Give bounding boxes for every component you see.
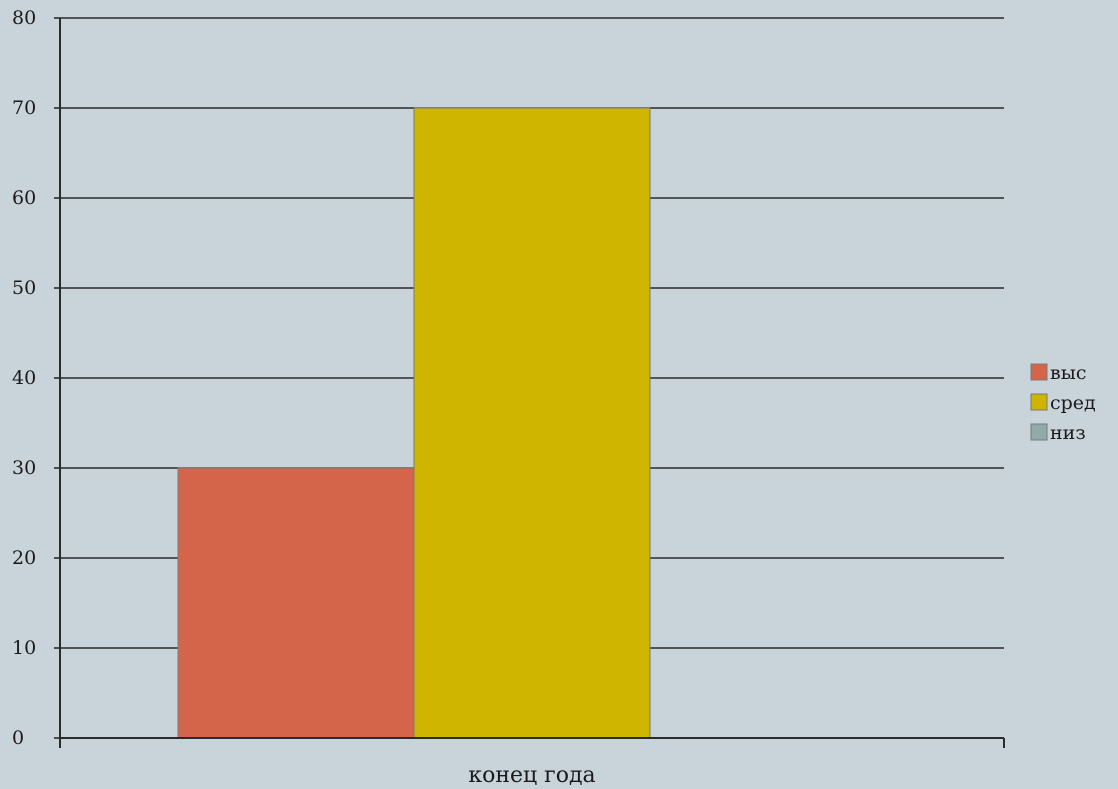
y-tick-label: 20 (12, 547, 36, 569)
legend-label: выс (1050, 362, 1086, 384)
legend-label: сред (1050, 392, 1096, 414)
y-tick-label: 0 (12, 727, 24, 749)
y-tick-label: 60 (12, 187, 36, 209)
y-tick-label: 10 (12, 637, 36, 659)
legend-swatch-низ (1030, 423, 1048, 441)
y-tick-label: 70 (12, 97, 36, 119)
legend: выс сред низ (1030, 362, 1096, 444)
y-tick-label: 80 (12, 7, 36, 29)
x-category-label: конец года (468, 763, 595, 788)
bar-выс (177, 467, 415, 739)
bars (177, 107, 651, 739)
y-tick-label: 30 (12, 457, 36, 479)
axes: 0 10 20 30 40 50 60 70 80 конец года (12, 7, 1005, 788)
bar-сред (413, 107, 651, 739)
legend-swatch-выс (1030, 363, 1048, 381)
y-tick-label: 40 (12, 367, 36, 389)
legend-swatch-сред (1030, 393, 1048, 411)
y-tick-label: 50 (12, 277, 36, 299)
legend-label: низ (1050, 422, 1086, 444)
